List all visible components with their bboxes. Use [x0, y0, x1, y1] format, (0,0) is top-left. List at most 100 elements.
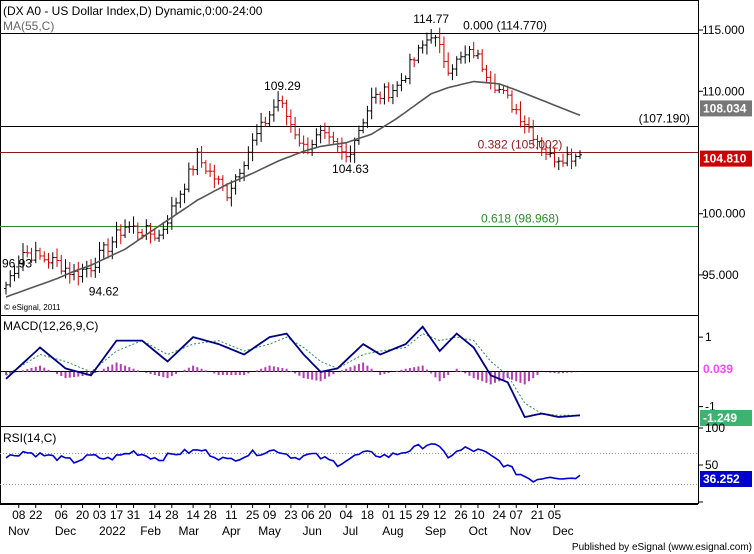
price-bar	[50, 252, 55, 270]
price-annotation: 96.93	[2, 256, 32, 270]
price-bar	[229, 180, 234, 207]
price-bar	[267, 110, 272, 128]
macd-value-tag: -1.249	[703, 411, 737, 425]
price-bar	[522, 115, 527, 134]
day-label: 28	[203, 508, 217, 522]
price-bar	[403, 75, 408, 83]
price-bar	[365, 105, 370, 128]
price-bar	[157, 229, 162, 242]
price-bar	[271, 99, 276, 122]
rsi-value-tags: 36.252	[700, 471, 752, 487]
price-tick-label: 110.000	[702, 84, 745, 98]
month-label: Apr	[222, 524, 241, 538]
price-bar	[314, 128, 319, 148]
price-bar	[250, 133, 255, 162]
month-label: Nov	[8, 524, 29, 538]
ma-label: MA(55,C)	[3, 19, 54, 33]
price-bar	[38, 247, 43, 260]
price-bar	[407, 53, 412, 85]
price-value-tags: 108.034 104.810	[700, 100, 752, 167]
month-label: Oct	[469, 524, 488, 538]
price-bar	[101, 241, 106, 260]
rsi-axis: 100 50	[698, 421, 725, 503]
price-bar	[395, 81, 400, 98]
price-bar	[399, 73, 404, 92]
price-bar	[288, 109, 293, 133]
price-bar	[348, 145, 353, 163]
price-bar	[501, 86, 506, 95]
current-price-tag-bg	[700, 150, 752, 167]
price-bar	[284, 99, 289, 126]
day-label: 29	[416, 508, 430, 522]
price-bar	[463, 45, 468, 64]
price-bar	[199, 146, 204, 168]
price-bar	[429, 29, 434, 44]
price-bar	[514, 104, 519, 115]
price-bar	[424, 32, 429, 55]
price-bar	[280, 95, 285, 109]
rsi-panel-frame	[0, 426, 699, 504]
price-bar	[16, 255, 21, 279]
macd-tick-label: -1	[705, 400, 716, 414]
price-bar	[106, 238, 111, 259]
price-bar	[560, 153, 565, 167]
price-bar	[76, 261, 81, 286]
price-bar	[114, 221, 119, 249]
price-bar	[412, 57, 417, 68]
price-bar	[212, 164, 217, 189]
price-bar	[276, 91, 281, 112]
price-bar	[390, 84, 395, 105]
price-bar	[578, 150, 582, 159]
price-bar	[488, 70, 493, 90]
price-bar	[543, 143, 548, 160]
price-level-lines	[0, 33, 698, 227]
price-annotation: 94.62	[89, 285, 119, 299]
month-label: Dec	[552, 524, 573, 538]
price-bar	[344, 142, 349, 163]
price-bar	[467, 46, 472, 63]
day-label: 26	[454, 508, 468, 522]
price-bar	[331, 131, 336, 145]
price-bar	[174, 197, 179, 215]
price-bar	[305, 137, 310, 155]
price-bar	[378, 91, 383, 105]
price-bar	[161, 222, 166, 240]
macd-line	[5, 325, 581, 419]
price-bar	[386, 82, 391, 102]
price-bar	[97, 241, 102, 274]
level-label: 0.382 (105.002)	[478, 138, 563, 152]
price-bar	[480, 49, 485, 73]
day-label: 14	[186, 508, 200, 522]
price-bar	[186, 162, 191, 193]
day-label: 31	[127, 508, 141, 522]
price-bar	[259, 112, 264, 142]
month-label: Nov	[510, 524, 531, 538]
day-label: 03	[93, 508, 107, 522]
price-bar	[148, 222, 153, 244]
month-label: Jul	[343, 524, 358, 538]
price-bar	[433, 34, 438, 47]
price-bar	[135, 222, 140, 241]
rsi-tick-label: 50	[705, 458, 719, 472]
price-bar	[4, 281, 8, 295]
price-bar	[144, 219, 149, 241]
price-bar	[195, 147, 200, 176]
day-label: 09	[263, 508, 277, 522]
day-label: 20	[318, 508, 332, 522]
price-bar	[191, 165, 196, 176]
price-bar	[339, 137, 344, 160]
day-label: 06	[301, 508, 315, 522]
rsi-label: RSI(14,C)	[3, 431, 56, 445]
price-bar	[246, 146, 251, 170]
month-label: Sep	[425, 524, 447, 538]
price-bar	[458, 51, 463, 64]
price-bar	[59, 255, 64, 275]
level-label: 0.618 (98.968)	[481, 212, 559, 226]
price-bar	[471, 41, 476, 59]
rsi-value-tag: 36.252	[703, 472, 740, 486]
price-annotation: 114.77	[413, 12, 449, 26]
macd-value-tag-bg	[700, 410, 752, 426]
price-bar	[80, 263, 85, 283]
price-bar	[297, 128, 302, 147]
price-bar	[450, 64, 455, 81]
